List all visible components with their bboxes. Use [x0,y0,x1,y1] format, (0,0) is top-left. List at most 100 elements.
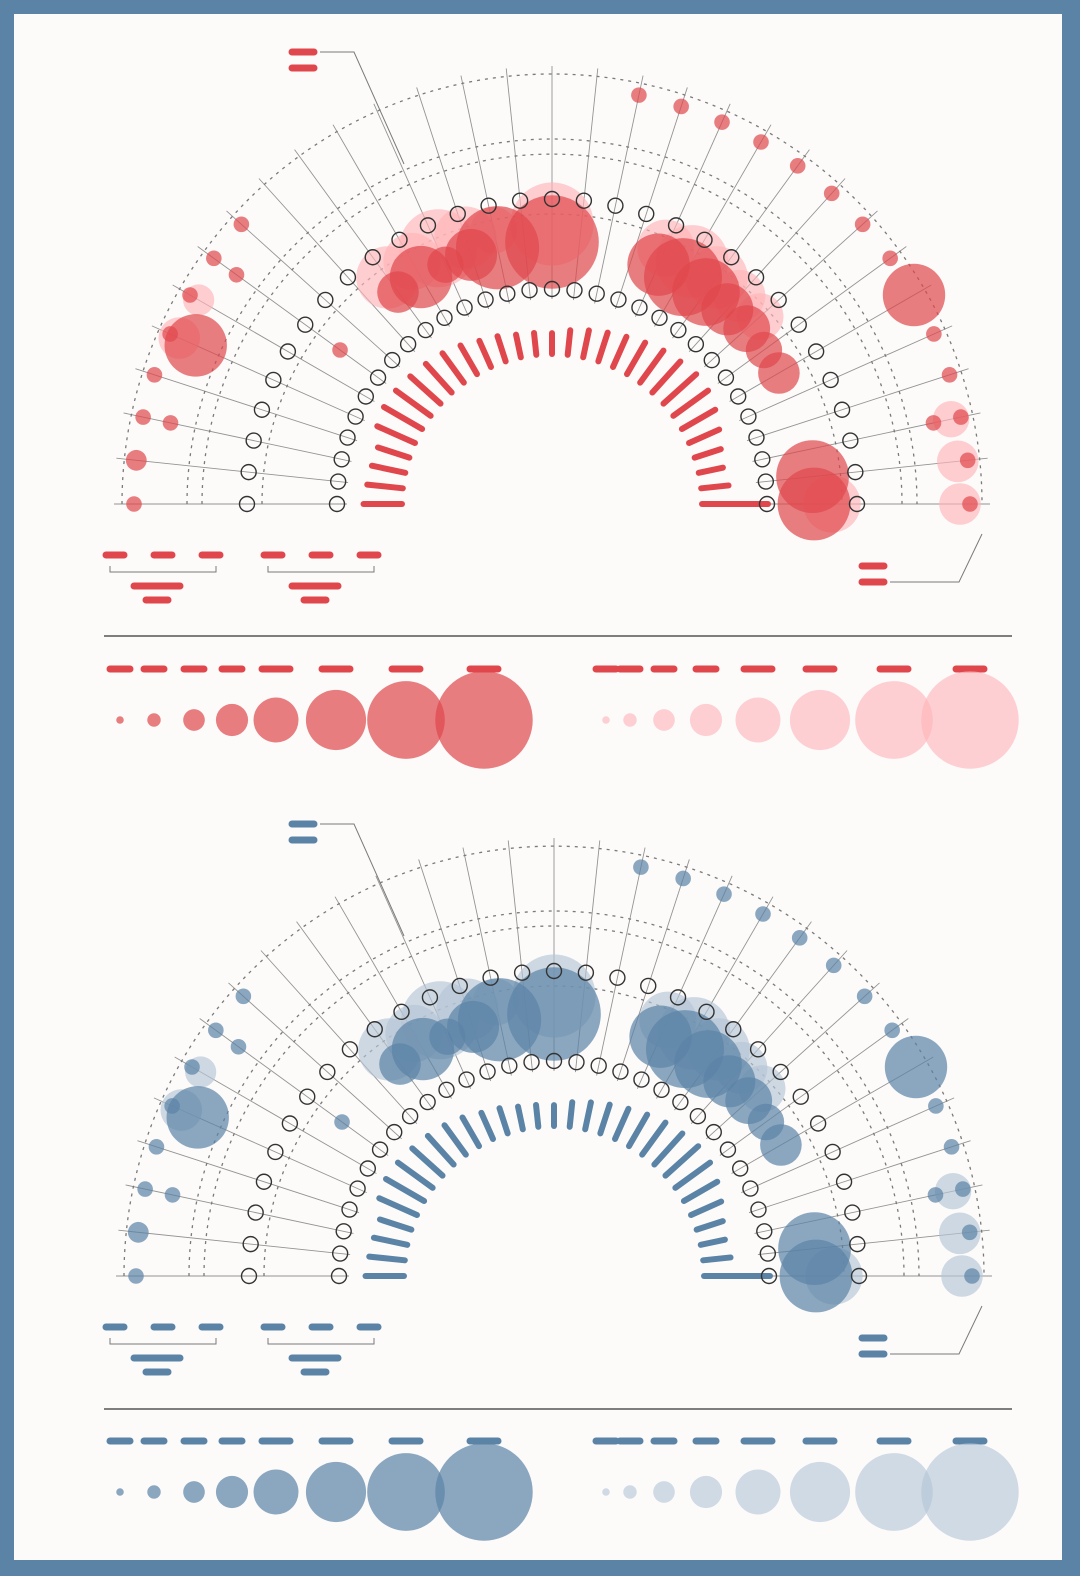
group-bracket [109,566,217,573]
node-marker [456,299,473,316]
bubble-dark [164,1098,180,1114]
group-bracket [267,566,375,573]
node-marker [329,473,347,490]
node-marker [760,1267,778,1285]
callout-bottom-right [858,533,983,586]
legend-bubble [183,1481,205,1503]
legend-bubble [147,713,161,727]
node-marker [575,192,593,209]
node-marker [255,1173,273,1190]
bubble-dark [206,250,222,267]
bubble-dark [235,988,252,1005]
node-marker [339,429,356,446]
node-marker [359,1160,377,1177]
node-marker [807,343,825,360]
bar [651,1130,686,1168]
node-marker [391,231,408,249]
bar [409,1145,446,1179]
bubble-dark [753,134,769,150]
group-label-1 [102,1323,224,1376]
legend-bubble [735,1469,781,1515]
legend-bubble [921,671,1019,769]
bubble-dark [959,452,976,469]
node-marker [809,1115,827,1132]
bar [374,444,413,461]
spoke [596,847,646,1076]
bar [494,333,509,365]
bubble-dark [927,1187,944,1203]
node-marker [698,1003,715,1021]
node-marker [521,281,538,299]
node-marker [393,1003,410,1021]
node-marker [245,432,262,449]
node-marker [299,1088,316,1105]
legend-bubble [689,1475,723,1509]
node-marker [638,205,655,223]
node-marker [238,495,256,513]
node-marker [640,977,657,995]
bar [457,342,480,378]
bubble-dark [135,409,151,425]
bubble-dark [823,185,840,202]
legend-bubble [305,689,367,751]
bubble-light [941,1255,983,1297]
legend-bubble [435,671,533,769]
legend-bubble [921,1443,1019,1541]
bubble-dark [964,1268,980,1284]
spoke [125,1184,354,1234]
group-label-2 [260,551,382,604]
node-marker [477,291,494,308]
spoke [616,859,690,1082]
node-marker [750,1201,767,1218]
spoke [118,1229,351,1256]
bar [478,1109,496,1142]
legend-bubble [147,1485,161,1499]
node-marker [384,351,401,369]
bubble-dark [334,1114,350,1130]
bubble-dark [882,250,898,267]
bubble-dark [716,886,732,902]
legend-bubble [215,1475,249,1509]
node-marker [590,1057,607,1074]
node-marker [339,269,357,286]
spoke [137,1140,360,1214]
bubble-dark [943,1139,960,1155]
node-marker [419,1093,436,1111]
node-marker [499,285,516,302]
node-marker [824,1143,841,1161]
bubble-dark [779,1239,853,1313]
guide-ring [261,213,843,505]
group-bracket [267,1338,375,1345]
spoke [614,87,688,310]
bubble-dark [208,1022,224,1039]
bar [691,446,724,461]
bar [496,1105,511,1137]
legend-bubble [623,1485,637,1499]
node-marker [792,1088,809,1105]
legend-bubble [116,716,124,724]
spoke [741,1097,955,1194]
node-marker [672,1093,689,1111]
radial-bubble-charts [102,48,1019,1541]
bubble-dark [882,263,946,327]
bubble-dark [953,409,969,425]
bar [612,1105,632,1142]
bubble-dark [758,352,800,394]
legend-bubble [689,703,723,737]
node-marker [577,964,595,981]
node-marker [689,1108,707,1125]
node-marker [421,989,439,1006]
callout-leader [320,823,405,937]
bar [564,327,574,358]
legend-bubble [623,713,637,727]
guide-ring [263,985,845,1277]
node-marker [511,192,529,209]
size-legend-light [592,1437,1019,1541]
bubble-dark [884,1035,948,1099]
node-marker [317,291,334,309]
node-marker [366,1021,383,1038]
node-marker [386,1123,403,1141]
node-marker [770,291,787,309]
bar [380,404,426,432]
spoke [135,368,358,442]
